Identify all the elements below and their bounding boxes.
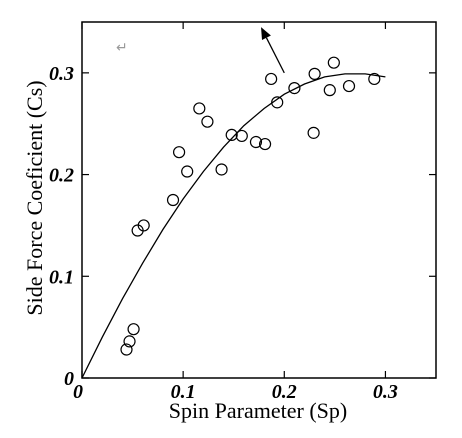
data-point — [323, 84, 336, 97]
data-point — [225, 128, 238, 142]
data-point — [271, 96, 284, 109]
data-point — [327, 56, 340, 69]
data-point — [166, 193, 180, 207]
arrow-shaft — [265, 37, 285, 74]
x-tick-label: 0.3 — [373, 381, 398, 403]
annotation-arrow — [261, 27, 285, 74]
data-point — [265, 72, 278, 86]
y-tick-label: 0.3 — [49, 63, 74, 85]
data-point — [308, 67, 321, 80]
data-point — [193, 102, 206, 115]
data-point — [127, 323, 140, 336]
tick-marks — [81, 22, 436, 379]
tick-labels: 0.1 0.2 0.3 0.1 0.2 0.3 00 — [49, 63, 398, 403]
y-axis-title: Side Force Coeficient (Cs) — [22, 80, 47, 315]
data-point — [235, 129, 248, 143]
data-point — [249, 135, 263, 149]
y-tick-label: 0.2 — [49, 165, 74, 187]
data-point — [368, 72, 381, 86]
y-tick-label: 0.1 — [49, 266, 74, 288]
data-point — [137, 219, 150, 232]
data-point — [307, 126, 320, 139]
return-mark: ↵ — [116, 40, 128, 56]
y-tick-label: 0 — [64, 368, 74, 390]
x-tick-label: 0.1 — [171, 381, 196, 403]
x-tick-label: 0 — [73, 381, 83, 403]
fit-curve — [81, 73, 386, 379]
data-point — [120, 343, 133, 356]
arrow-head — [261, 27, 271, 41]
x-axis-title: Spin Parameter (Sp) — [169, 398, 347, 423]
data-point — [201, 115, 214, 128]
plot-frame — [81, 21, 437, 379]
data-point — [342, 79, 356, 93]
data-point — [215, 163, 228, 176]
data-point — [258, 137, 272, 151]
data-point — [181, 165, 194, 178]
data-points — [120, 56, 381, 356]
data-point — [172, 146, 186, 159]
x-tick-label: 0.2 — [272, 381, 297, 403]
data-point — [288, 82, 301, 95]
data-point — [123, 335, 136, 348]
